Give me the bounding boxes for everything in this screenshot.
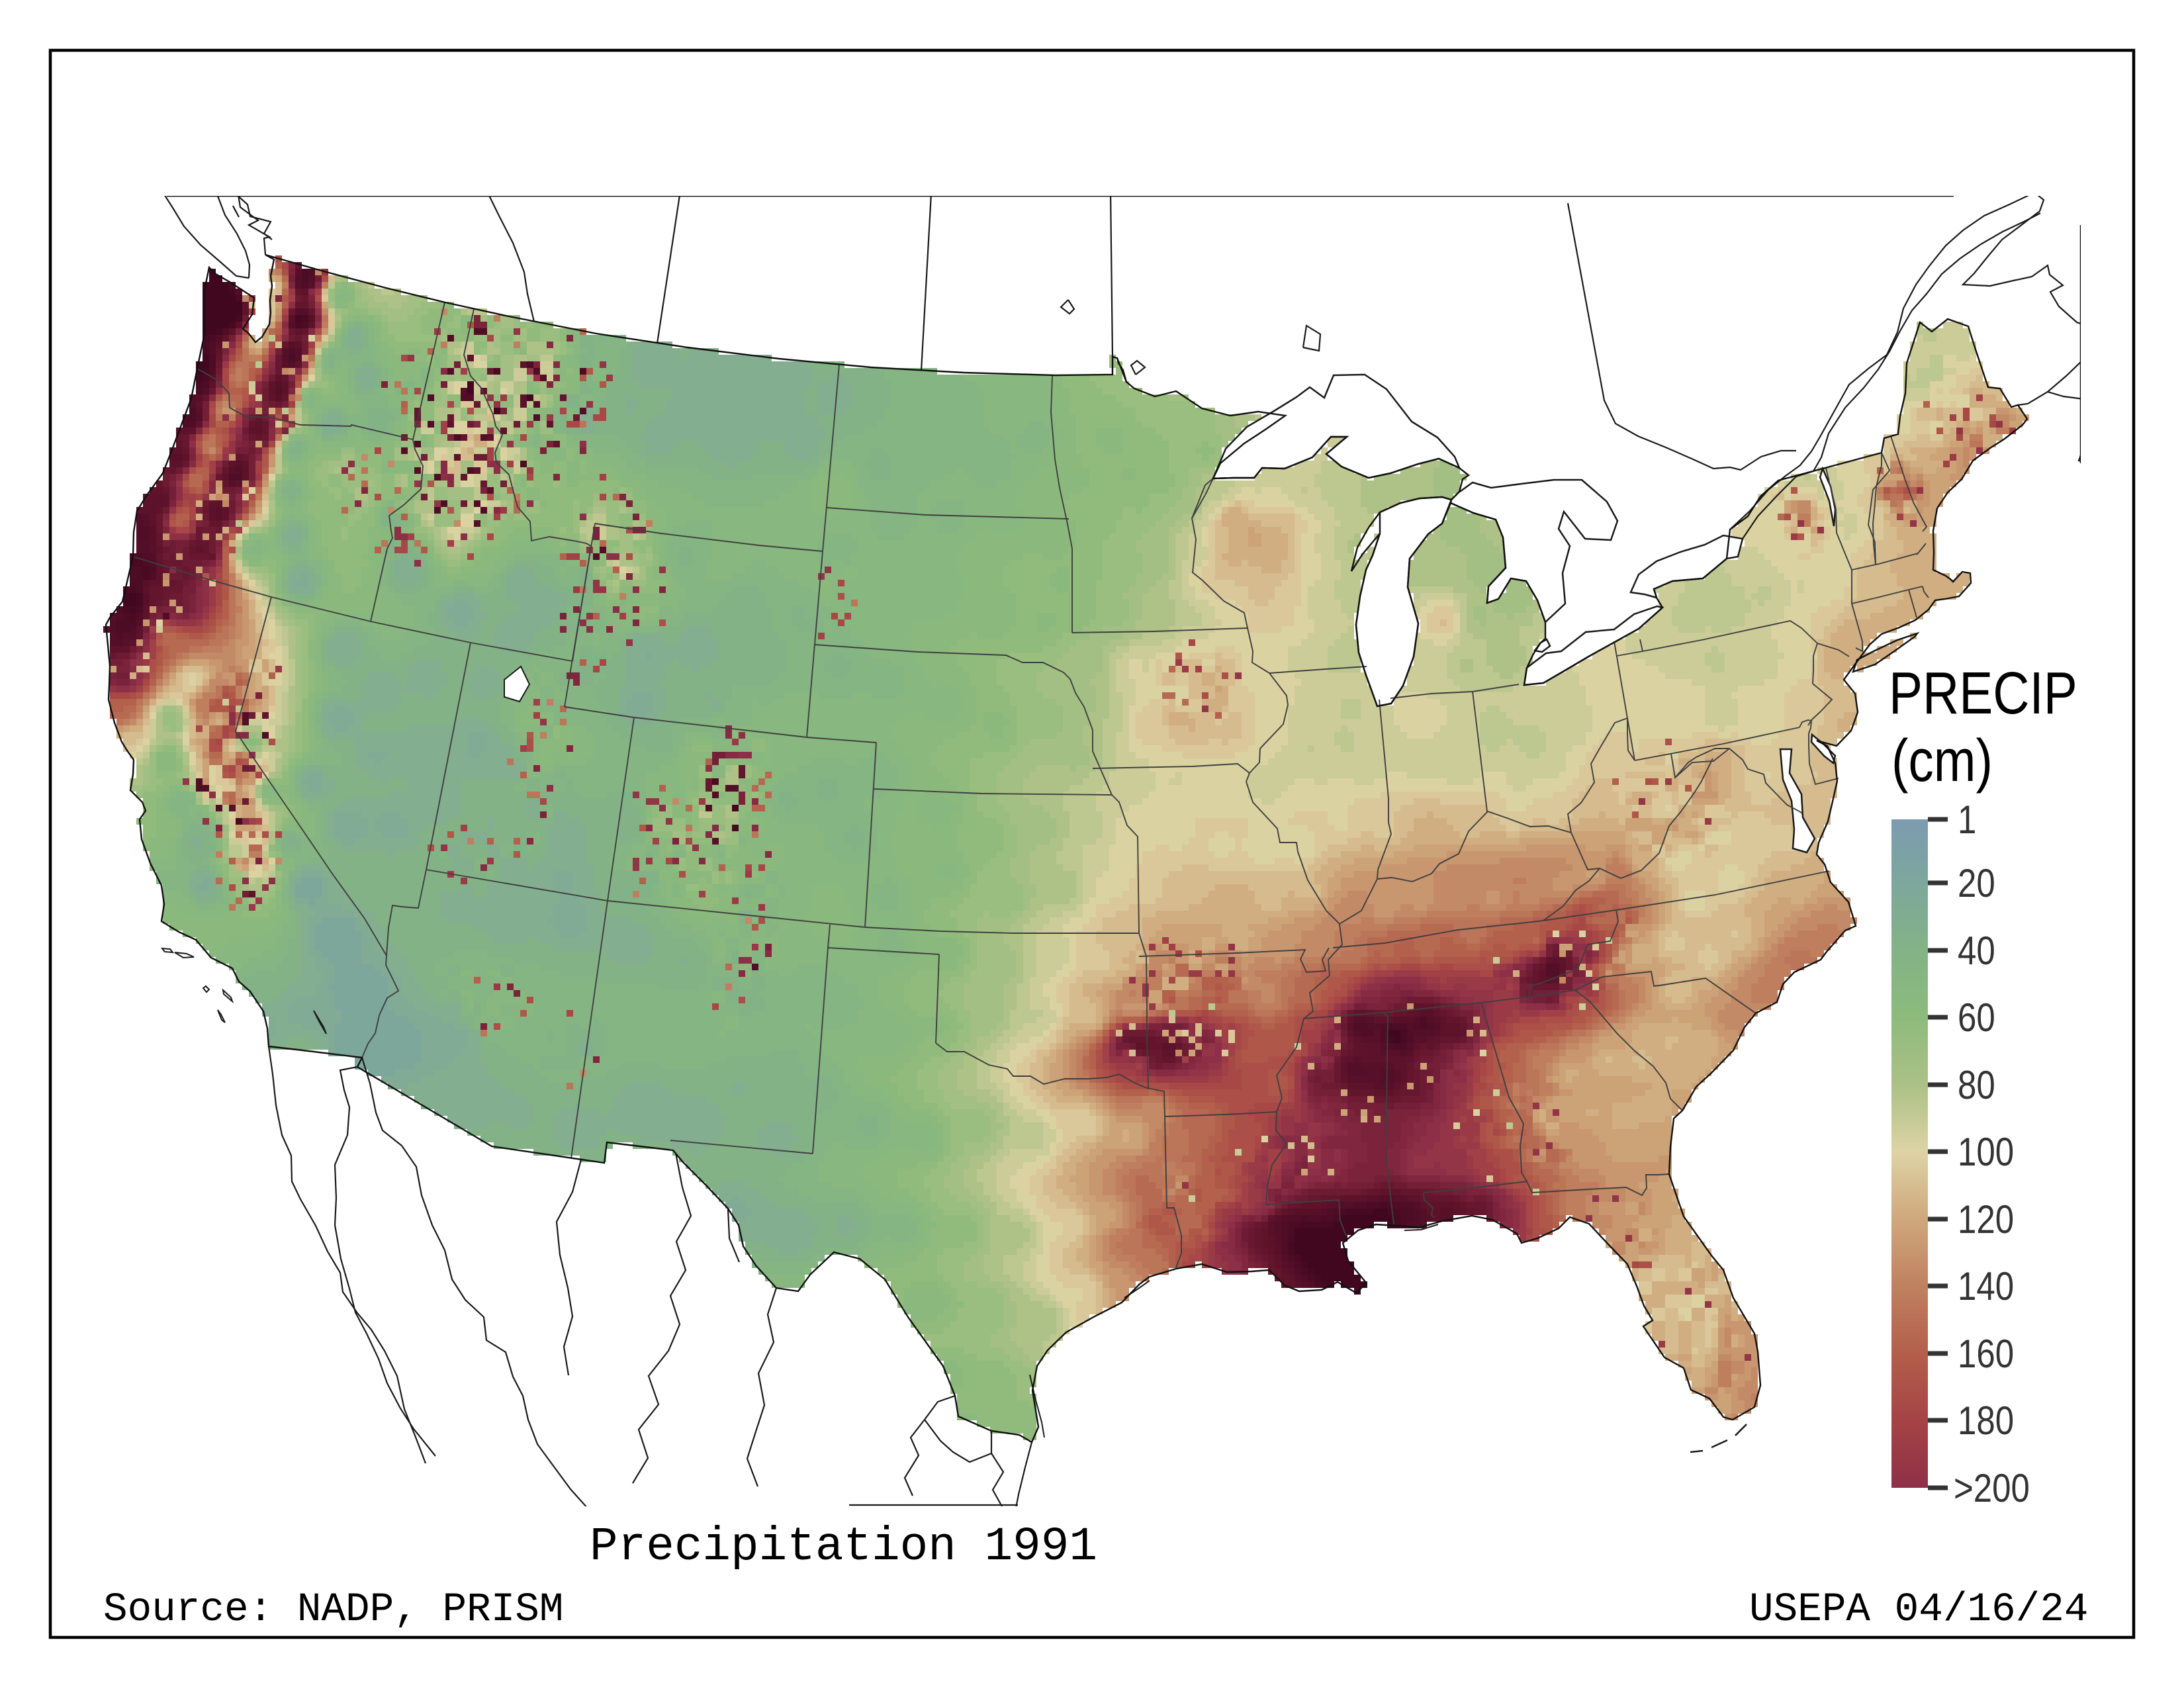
svg-text:>200: >200 xyxy=(1954,1466,2030,1510)
svg-text:(cm): (cm) xyxy=(1891,727,1993,794)
svg-text:80: 80 xyxy=(1958,1063,1995,1107)
svg-text:1: 1 xyxy=(1958,798,1976,842)
svg-text:Source: NADP, PRISM: Source: NADP, PRISM xyxy=(103,1587,564,1633)
svg-text:140: 140 xyxy=(1958,1264,2014,1308)
svg-text:20: 20 xyxy=(1958,861,1995,905)
svg-text:120: 120 xyxy=(1958,1197,2014,1242)
svg-text:USEPA 04/16/24: USEPA 04/16/24 xyxy=(1749,1587,2088,1633)
svg-text:60: 60 xyxy=(1958,995,1995,1040)
svg-text:100: 100 xyxy=(1958,1130,2014,1174)
svg-text:40: 40 xyxy=(1958,929,1995,973)
svg-text:160: 160 xyxy=(1958,1332,2014,1376)
svg-text:PRECIP: PRECIP xyxy=(1889,659,2077,726)
svg-text:Precipitation 1991: Precipitation 1991 xyxy=(590,1521,1097,1574)
svg-text:180: 180 xyxy=(1958,1398,2014,1443)
